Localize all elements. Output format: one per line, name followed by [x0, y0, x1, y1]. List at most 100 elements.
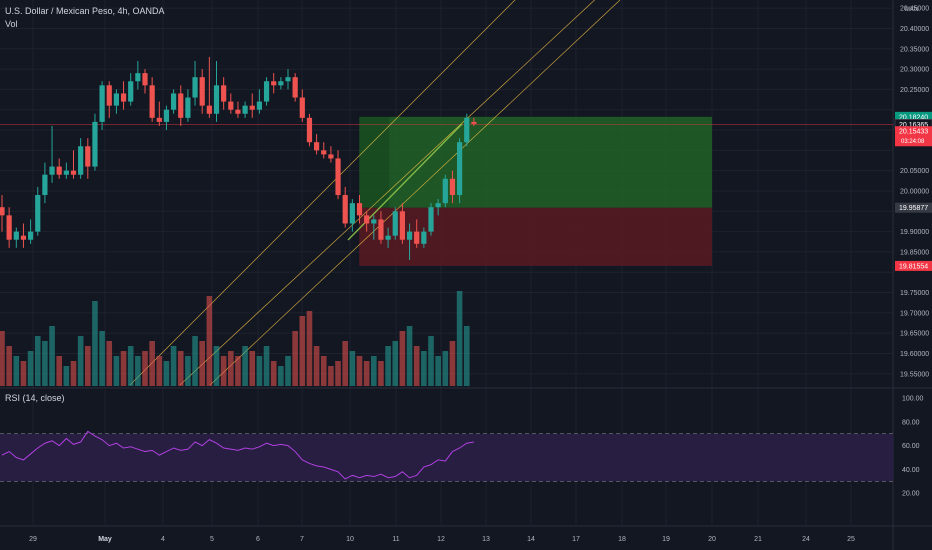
- volume-bar: [342, 341, 348, 386]
- volume-bar: [34, 336, 41, 386]
- rsi-tick-label: 40.00: [902, 467, 920, 474]
- candle-body: [35, 195, 41, 232]
- candle-body: [299, 97, 305, 118]
- entry-price-badge-bg: [895, 202, 932, 213]
- candle-body: [20, 235, 27, 240]
- volume-bar: [378, 361, 384, 386]
- candle-body: [464, 117, 470, 143]
- volume-bar: [42, 341, 48, 386]
- rsi-tick-label: 100.00: [902, 396, 924, 403]
- price-tick-label: 20.25000: [900, 87, 929, 94]
- current-price-badge-text: 20.15433: [899, 129, 928, 136]
- candle-body: [92, 121, 98, 167]
- stop-price-badge-bg: [895, 260, 932, 271]
- candle-body: [414, 231, 420, 244]
- candle-body: [171, 93, 177, 110]
- candle-body: [28, 231, 34, 240]
- candle-body: [142, 73, 148, 86]
- price-tick-label: 20.40000: [900, 26, 929, 33]
- volume-bar: [256, 356, 263, 386]
- candle-body: [228, 101, 234, 110]
- price-tick-label: 20.00000: [900, 188, 929, 195]
- candle-body: [206, 105, 212, 114]
- volume-bar: [135, 356, 141, 386]
- volume-bar: [313, 346, 320, 386]
- candle-body: [149, 85, 155, 118]
- volume-bar: [77, 336, 84, 386]
- candle-body: [120, 93, 127, 102]
- volume-bar: [463, 326, 470, 386]
- candle-body: [242, 105, 248, 114]
- volume-bar: [335, 361, 341, 386]
- candle-body: [335, 158, 341, 196]
- volume-bar: [306, 311, 313, 386]
- rsi-band: [0, 433, 893, 482]
- volume-bar: [63, 366, 70, 386]
- volume-bar: [292, 331, 298, 386]
- profit-zone-active: [389, 116, 712, 208]
- target-price-badge-text: 20.18240: [899, 114, 928, 121]
- candle-body: [6, 215, 12, 240]
- channel-line: [129, 0, 516, 386]
- rsi-pane: [0, 430, 893, 482]
- currency-label: MXN: [905, 7, 918, 13]
- volume-bar: [371, 356, 377, 386]
- last-price-badge-text: 20.16365: [899, 122, 928, 129]
- candle-body: [442, 178, 448, 204]
- profit-zone: [359, 116, 712, 208]
- volume-bar: [13, 356, 20, 386]
- time-tick-label: 17: [572, 536, 580, 543]
- volume-bar: [199, 341, 205, 386]
- volume-bar: [192, 336, 198, 386]
- candle-body: [99, 85, 105, 122]
- candlesticks: [0, 56, 477, 261]
- candle-body: [278, 81, 284, 86]
- candle-body: [163, 109, 170, 122]
- volume-bar: [163, 361, 170, 386]
- volume-bar: [120, 351, 127, 386]
- candle-body: [321, 150, 327, 155]
- price-tick-label: 19.70000: [900, 310, 929, 317]
- volume-bar: [213, 346, 220, 386]
- price-tick-label: 19.60000: [900, 351, 929, 358]
- candle-body: [314, 142, 320, 151]
- candle-body: [285, 77, 291, 82]
- candle-body: [156, 117, 162, 122]
- volume-bar: [278, 366, 284, 386]
- volume-bar: [385, 346, 391, 386]
- volume-bar: [399, 331, 406, 386]
- candle-body: [178, 93, 184, 118]
- trend-channel[interactable]: [129, 0, 655, 386]
- volume-bar: [206, 296, 213, 386]
- time-tick-label: 19: [662, 536, 670, 543]
- candle-body: [256, 101, 262, 110]
- candle-body: [406, 231, 413, 240]
- candle-body: [356, 203, 363, 216]
- volume-bar: [249, 351, 256, 386]
- time-tick-label: 6: [256, 536, 260, 543]
- volume-bar: [177, 351, 184, 386]
- volume-bar: [185, 356, 191, 386]
- candle-body: [271, 81, 277, 86]
- chart-title: U.S. Dollar / Mexican Peso, 4h, OANDA: [5, 6, 165, 16]
- volume-bar: [456, 291, 463, 386]
- price-tick-label: 20.35000: [900, 46, 929, 53]
- candle-body: [364, 215, 370, 224]
- volume-bar: [92, 301, 98, 386]
- rsi-tick-label: 60.00: [902, 443, 920, 450]
- candle-body: [106, 85, 112, 106]
- price-tick-label: 19.65000: [900, 331, 929, 338]
- entry-price-badge-text: 19.95877: [899, 205, 928, 212]
- candle-body: [263, 81, 270, 102]
- volume-bar: [235, 356, 241, 386]
- price-tick-label: 20.30000: [900, 67, 929, 74]
- candle-body: [235, 109, 241, 114]
- current-price-badge-bg: [895, 126, 932, 147]
- volume-bars: [0, 291, 470, 386]
- price-tick-label: 20.45000: [900, 6, 929, 13]
- candle-body: [56, 166, 62, 175]
- volume-bar: [363, 361, 370, 386]
- time-tick-label: 12: [437, 536, 445, 543]
- time-tick-label: 10: [346, 536, 354, 543]
